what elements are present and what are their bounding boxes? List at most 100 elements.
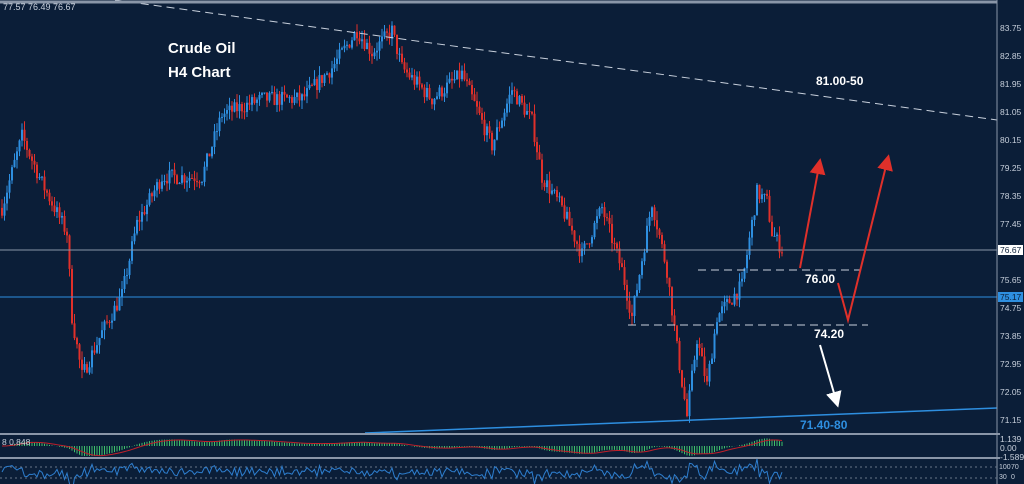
price-tick-label: 78.35: [1000, 191, 1022, 201]
candle-body: [121, 289, 123, 297]
candle-body: [56, 207, 58, 213]
candle-body: [108, 321, 111, 323]
candle-body: [111, 320, 113, 323]
candle-body: [118, 296, 121, 311]
oscillator-line: [1, 458, 783, 484]
price-tick-label: 80.15: [1000, 135, 1022, 145]
candle-body: [743, 268, 746, 279]
candle-body: [3, 203, 6, 216]
candle-body: [556, 190, 558, 198]
candle-body: [366, 42, 368, 50]
candle-body: [318, 75, 321, 91]
candle-body: [23, 129, 26, 141]
candle-body: [68, 235, 71, 269]
candle-body: [568, 211, 571, 226]
candle-body: [643, 252, 646, 262]
candle-body: [576, 241, 578, 244]
candle-body: [166, 180, 168, 184]
bullish-arrow-1: [799, 158, 826, 269]
candle-body: [446, 82, 448, 94]
candle-body: [236, 102, 238, 112]
candle-body: [623, 267, 626, 285]
candle-body: [603, 207, 606, 218]
candles: [1, 21, 783, 423]
candle-body: [411, 75, 413, 78]
price-tick-label: 73.85: [1000, 331, 1022, 341]
candle-body: [256, 99, 258, 103]
candle-body: [148, 193, 151, 205]
candle-body: [316, 79, 318, 91]
candle-body: [601, 207, 603, 209]
candle-body: [203, 166, 206, 182]
osc-tick: 0: [1011, 474, 1015, 481]
candle-body: [76, 338, 78, 345]
candle-body: [663, 244, 666, 262]
candle-body: [346, 44, 348, 46]
candle-body: [573, 230, 576, 242]
chart-subtitle: H4 Chart: [168, 64, 231, 81]
candle-body: [746, 254, 748, 269]
resistance-label: 81.00-50: [816, 74, 864, 88]
resistance-trendline[interactable]: [114, 0, 998, 121]
candle-body: [768, 195, 771, 222]
candle-body: [261, 93, 263, 95]
candle-body: [128, 260, 131, 276]
candle-body: [416, 76, 418, 85]
candle-body: [208, 153, 211, 157]
candle-body: [243, 111, 246, 113]
candle-body: [741, 278, 743, 282]
candle-body: [53, 205, 56, 213]
candle-body: [248, 102, 251, 105]
candle-body: [598, 208, 601, 217]
candle-body: [131, 241, 133, 261]
candle-body: [436, 96, 438, 99]
candle-body: [278, 94, 281, 105]
candle-body: [153, 190, 156, 197]
candle-body: [91, 350, 93, 368]
candle-body: [151, 193, 153, 197]
candle-body: [438, 87, 441, 97]
candle-body: [101, 330, 103, 338]
candle-body: [721, 306, 723, 314]
candle-body: [88, 367, 91, 373]
candle-body: [711, 358, 713, 364]
candle-body: [338, 49, 341, 59]
candle-body: [771, 221, 773, 237]
candle-body: [83, 364, 86, 370]
candle-body: [596, 216, 598, 223]
osc-tick: 70: [1011, 464, 1019, 471]
candle-body: [353, 32, 356, 41]
candle-body: [376, 50, 378, 53]
candle-body: [386, 31, 388, 33]
candle-body: [688, 390, 691, 417]
candle-body: [156, 182, 158, 191]
candle-body: [296, 92, 298, 97]
candle-body: [113, 305, 116, 321]
candle-body: [703, 356, 706, 376]
macd-tick: 0.00: [1000, 443, 1017, 453]
candle-body: [191, 177, 193, 179]
level-2-label: 74.20: [814, 327, 845, 341]
support-trendline[interactable]: [364, 407, 998, 434]
candle-body: [401, 53, 403, 63]
candle-body: [246, 102, 248, 112]
candle-body: [421, 84, 423, 88]
candle-body: [406, 69, 408, 73]
candle-body: [198, 182, 201, 184]
osc-ticks: 100 70 30 0: [999, 463, 1024, 483]
candle-body: [241, 104, 243, 112]
candle-body: [276, 94, 278, 105]
macd-signal-line: [1, 439, 783, 457]
candle-body: [638, 274, 641, 291]
candle-body: [763, 193, 766, 195]
candle-body: [536, 141, 538, 153]
bullish-arrow-2: [837, 154, 893, 324]
candle-body: [458, 70, 461, 80]
candle-body: [781, 252, 783, 254]
candle-body: [713, 333, 716, 359]
candle-body: [161, 181, 163, 189]
candle-body: [8, 180, 11, 193]
candle-body: [691, 370, 693, 391]
candle-body: [96, 345, 98, 353]
